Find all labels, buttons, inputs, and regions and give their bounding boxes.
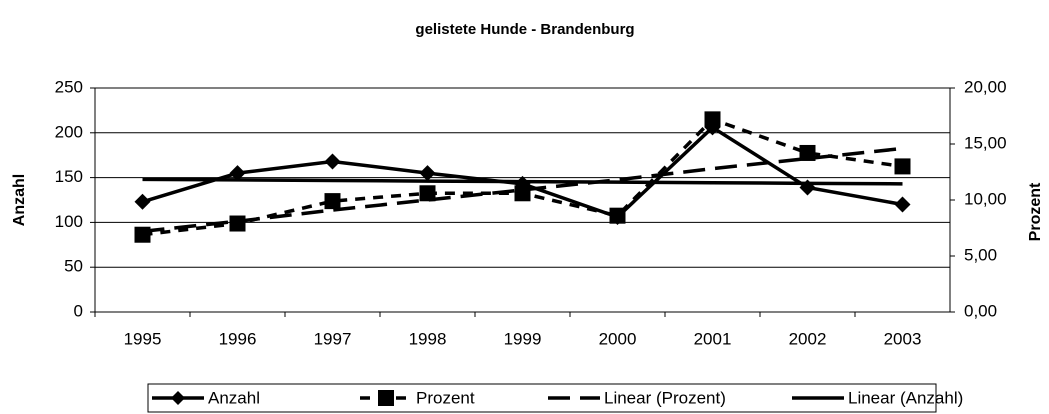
square-marker (419, 185, 436, 202)
x-tick-label: 2001 (694, 329, 732, 348)
x-tick-label: 1998 (409, 329, 447, 348)
diamond-marker (799, 179, 816, 196)
square-marker (134, 226, 151, 243)
diamond-marker (229, 165, 246, 182)
y-axis-title: Anzahl (11, 174, 28, 226)
legend-marker (378, 390, 394, 406)
y-tick-label: 50 (64, 257, 83, 276)
diamond-marker (514, 175, 531, 192)
x-tick-label: 1996 (219, 329, 257, 348)
legend-label: Prozent (416, 388, 475, 407)
square-marker (514, 185, 531, 202)
diamond-marker (134, 193, 151, 210)
y-tick-label: 250 (55, 77, 83, 96)
square-marker (324, 193, 341, 210)
legend-label: Anzahl (208, 388, 260, 407)
diamond-marker (609, 209, 626, 226)
y2-tick-label: 10,00 (964, 189, 1007, 208)
y2-tick-label: 5,00 (964, 245, 997, 264)
y-tick-label: 0 (74, 301, 83, 320)
y2-tick-label: 20,00 (964, 77, 1007, 96)
y-tick-label: 150 (55, 167, 83, 186)
x-tick-label: 1999 (504, 329, 542, 348)
y2-tick-label: 15,00 (964, 133, 1007, 152)
diamond-marker (324, 153, 341, 170)
square-marker (799, 144, 816, 161)
x-tick-label: 2003 (884, 329, 922, 348)
square-marker (229, 215, 246, 232)
x-tick-label: 1995 (124, 329, 162, 348)
y2-tick-label: 0,00 (964, 301, 997, 320)
legend-marker (171, 391, 185, 405)
square-marker (894, 158, 911, 175)
legend-label: Linear (Prozent) (604, 388, 726, 407)
legend-box (147, 383, 937, 413)
x-tick-label: 1997 (314, 329, 352, 348)
y-tick-label: 100 (55, 212, 83, 231)
diamond-marker (704, 119, 721, 136)
y-tick-label: 200 (55, 122, 83, 141)
chart-title: gelistete Hunde - Brandenburg (415, 21, 634, 38)
series-line (141, 125, 903, 220)
square-marker (704, 111, 721, 128)
legend-label: Linear (Anzahl) (848, 388, 963, 407)
diamond-marker (419, 165, 436, 182)
x-tick-label: 2000 (599, 329, 637, 348)
x-tick-label: 2002 (789, 329, 827, 348)
y2-axis-title: Prozent (1027, 182, 1044, 241)
diamond-marker (894, 196, 911, 213)
